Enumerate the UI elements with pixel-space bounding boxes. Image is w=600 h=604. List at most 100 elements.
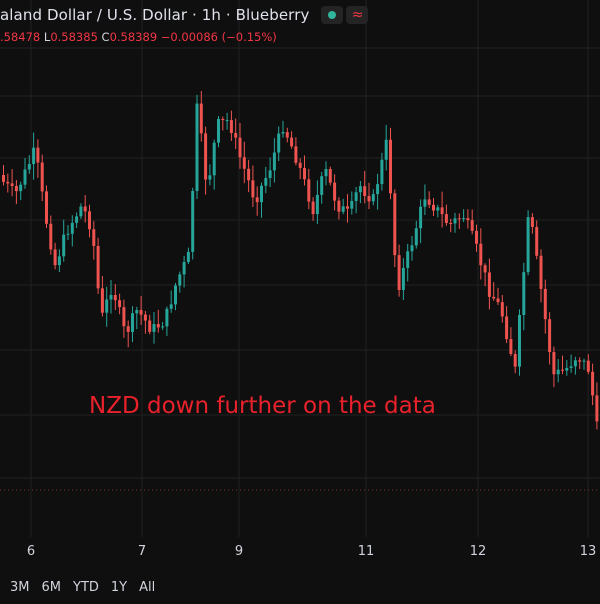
candle-body-13 xyxy=(57,256,61,266)
candle-body-105 xyxy=(453,218,457,224)
range-3m-button[interactable]: 3M xyxy=(10,580,30,595)
time-axis[interactable]: 6 7 9 11 12 13 xyxy=(0,537,600,567)
candle-body-21 xyxy=(92,229,96,246)
candle-body-24 xyxy=(105,299,109,313)
candle-body-134 xyxy=(578,360,582,362)
candle-body-112 xyxy=(483,265,487,273)
candle-body-99 xyxy=(427,199,431,205)
candle-body-136 xyxy=(586,360,590,372)
candle-body-133 xyxy=(573,360,577,367)
candle-body-72 xyxy=(311,201,315,215)
candle-body-115 xyxy=(496,298,500,303)
candle-body-82 xyxy=(354,192,358,201)
candle-body-78 xyxy=(337,200,341,212)
candle-body-79 xyxy=(341,206,345,212)
candle-body-109 xyxy=(470,220,474,231)
candle-body-117 xyxy=(505,316,509,340)
candle-body-116 xyxy=(500,302,504,317)
candle-body-44 xyxy=(191,191,195,252)
chart-header: aland Dollar / U.S. Dollar · 1h · Bluebe… xyxy=(0,2,369,28)
candle-body-111 xyxy=(479,243,483,266)
candle-body-6 xyxy=(27,164,31,170)
candle-body-130 xyxy=(561,369,564,371)
ohlc-values: .58478 L0.58385 C0.58389 −0.00086 (−0.15… xyxy=(0,30,277,44)
candle-body-41 xyxy=(178,274,182,286)
candle-body-137 xyxy=(591,371,595,396)
candle-body-81 xyxy=(350,200,354,209)
candle-body-138 xyxy=(595,395,599,422)
candle-body-29 xyxy=(126,326,130,332)
candle-body-50 xyxy=(217,118,220,143)
candle-body-123 xyxy=(530,217,534,228)
candle-body-12 xyxy=(53,249,57,266)
candle-body-101 xyxy=(436,207,440,211)
candle-body-46 xyxy=(199,103,203,134)
candle-body-42 xyxy=(182,262,186,275)
candle-body-19 xyxy=(83,206,87,212)
candle-body-129 xyxy=(556,369,560,375)
candle-body-62 xyxy=(268,170,272,179)
candle-body-3 xyxy=(14,185,18,192)
candle-body-89 xyxy=(384,139,388,160)
candle-body-1 xyxy=(6,181,10,184)
candle-body-100 xyxy=(432,204,435,211)
low-label: L xyxy=(43,30,51,44)
candle-body-131 xyxy=(565,367,569,371)
candle-body-87 xyxy=(376,184,380,195)
candle-body-132 xyxy=(569,366,573,368)
range-6m-button[interactable]: 6M xyxy=(41,580,62,595)
candle-body-53 xyxy=(229,120,233,134)
candle-body-18 xyxy=(79,206,83,217)
candle-body-2 xyxy=(10,183,14,186)
candle-body-60 xyxy=(260,185,263,203)
symbol-title[interactable]: aland Dollar / U.S. Dollar · 1h · Bluebe… xyxy=(0,6,310,24)
candle-body-26 xyxy=(113,295,117,301)
candle-body-5 xyxy=(23,169,27,185)
candle-body-39 xyxy=(169,304,173,309)
candle-body-55 xyxy=(238,137,242,158)
candle-body-106 xyxy=(457,218,461,220)
candle-body-71 xyxy=(307,179,311,202)
header-badges: ≈ xyxy=(321,6,369,24)
candle-body-64 xyxy=(277,133,281,153)
candle-body-127 xyxy=(548,319,552,353)
candle-body-113 xyxy=(487,272,491,297)
candle-body-86 xyxy=(371,194,375,202)
range-1y-button[interactable]: 1Y xyxy=(110,580,128,595)
candle-body-51 xyxy=(221,118,225,121)
candle-body-54 xyxy=(234,133,238,138)
candle-body-68 xyxy=(294,146,298,163)
range-all-button[interactable]: All xyxy=(139,580,156,595)
range-ytd-button[interactable]: YTD xyxy=(73,580,99,595)
live-dot-icon[interactable] xyxy=(321,6,344,24)
candle-body-69 xyxy=(298,162,302,168)
candle-body-65 xyxy=(281,132,285,134)
candle-body-45 xyxy=(195,103,199,192)
range-selector: 3M 6M YTD 1Y All xyxy=(10,580,155,595)
candle-body-110 xyxy=(475,230,478,244)
candle-body-49 xyxy=(212,142,216,176)
candle-body-23 xyxy=(100,288,104,313)
candle-body-66 xyxy=(285,132,289,138)
candle-body-104 xyxy=(449,223,453,225)
open-value: .58478 xyxy=(0,30,41,44)
close-value: 0.58389 xyxy=(109,30,158,44)
change-value: −0.00086 (−0.15%) xyxy=(160,30,277,44)
candle-body-135 xyxy=(582,360,586,362)
candle-body-125 xyxy=(539,255,543,289)
candle-body-48 xyxy=(208,175,212,180)
candle-body-97 xyxy=(419,206,423,229)
candle-body-34 xyxy=(148,320,152,332)
candle-body-63 xyxy=(272,152,276,171)
candle-body-126 xyxy=(543,288,547,320)
candle-body-94 xyxy=(406,251,410,268)
wave-icon[interactable]: ≈ xyxy=(346,6,369,24)
chart-annotation[interactable]: NZD down further on the data xyxy=(89,393,436,419)
candle-body-73 xyxy=(315,194,319,215)
candle-body-85 xyxy=(367,195,371,202)
xaxis-label-9: 9 xyxy=(234,544,244,559)
candle-body-92 xyxy=(397,255,401,290)
candle-body-59 xyxy=(255,197,259,203)
